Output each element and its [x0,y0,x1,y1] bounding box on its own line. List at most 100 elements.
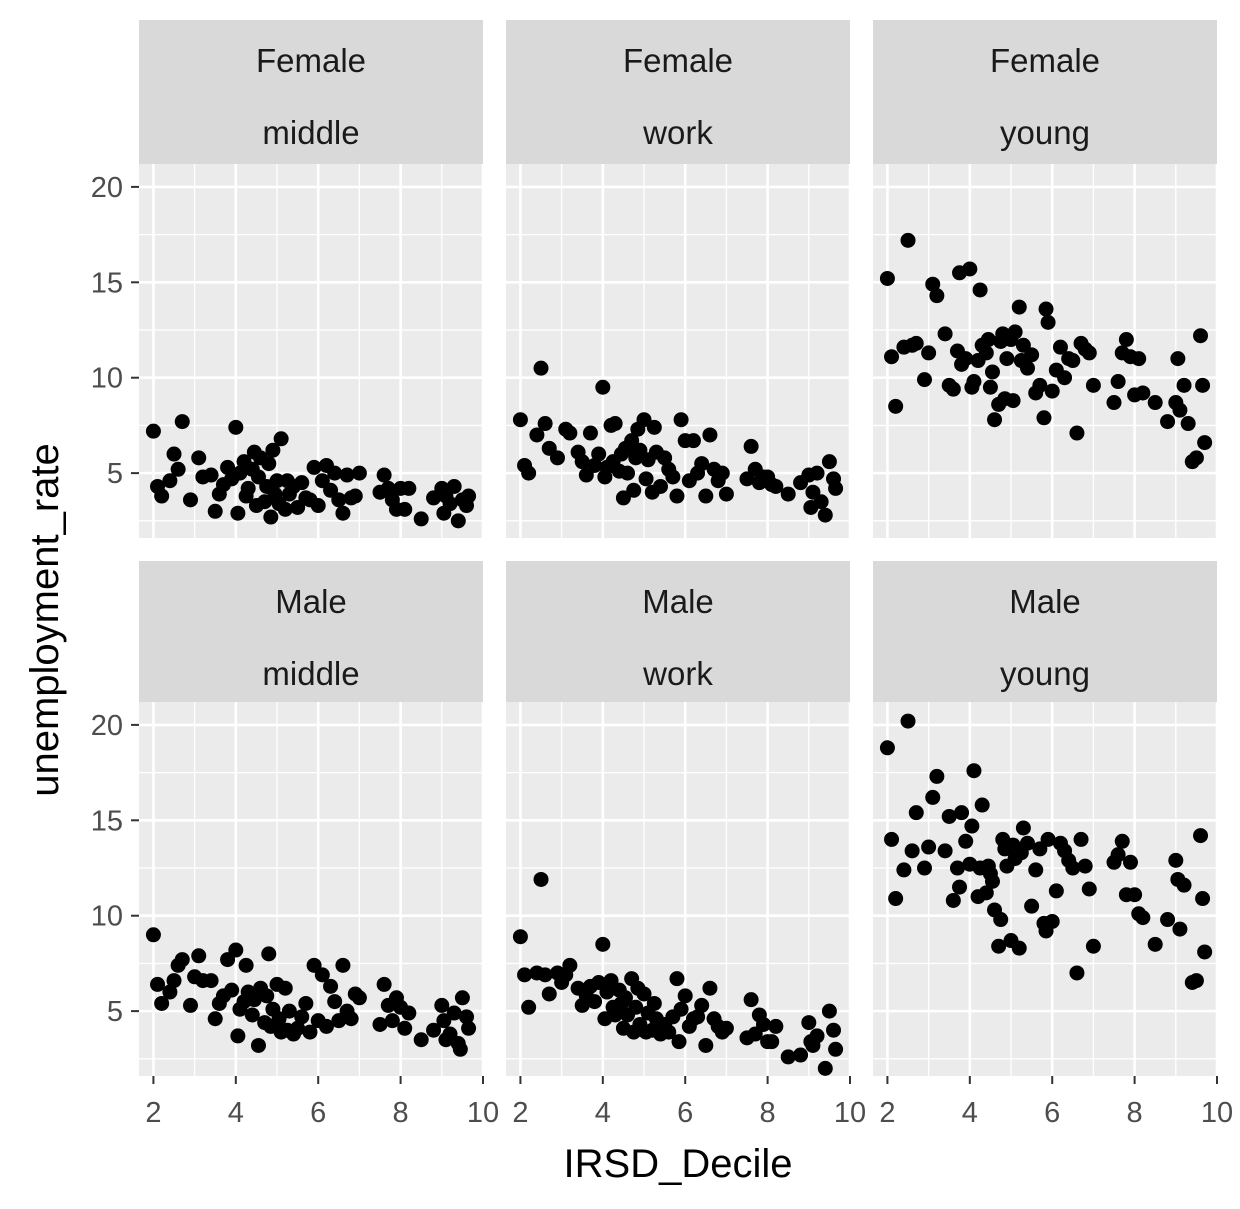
data-point [1131,351,1147,367]
data-point [1065,353,1081,369]
data-point [1147,936,1163,952]
data-point [250,1037,266,1053]
data-point [661,1024,677,1040]
data-point [1195,891,1211,907]
x-tick-label: 2 [879,1097,895,1129]
data-point [665,469,681,485]
data-point [1193,328,1209,344]
data-point [958,833,974,849]
data-point [331,492,347,508]
data-point [1005,393,1021,409]
data-point [1019,360,1035,376]
x-tick-label: 4 [962,1097,978,1129]
data-point [294,475,310,491]
y-tick-label: 5 [107,996,123,1028]
data-point [150,976,166,992]
y-tick-label: 10 [91,901,123,933]
data-point [949,860,965,876]
data-point [1160,414,1176,430]
data-point [1073,831,1089,847]
data-point [533,871,549,887]
data-point [145,927,161,943]
data-point [277,980,293,996]
data-point [587,457,603,473]
data-point [1040,314,1056,330]
data-point [945,892,961,908]
data-point [442,496,458,512]
data-point [1024,347,1040,363]
facet-panel-male-work: Male work [506,561,852,1076]
data-point [646,419,662,435]
data-point [273,431,289,447]
facet-strip [139,20,483,164]
data-point [203,467,219,483]
data-point [351,465,367,481]
data-point [1135,910,1151,926]
x-tick-label: 8 [393,1097,409,1129]
facet-strip-label-col: middle [262,655,359,692]
data-point [339,467,355,483]
facet-panel-female-young: Female young [873,20,1219,538]
y-tick-label: 20 [91,710,123,742]
x-tick-label: 2 [145,1097,161,1129]
data-point [984,364,1000,380]
data-point [269,473,285,489]
data-point [380,480,396,496]
data-point [384,1013,400,1029]
data-point [166,973,182,989]
data-point [182,492,198,508]
data-point [220,459,236,475]
facet-panel-male-middle: Male middle [139,561,485,1076]
data-point [1188,450,1204,466]
data-point [261,456,277,472]
facet-strip [873,561,1217,702]
data-point [1081,345,1097,361]
data-point [1052,339,1068,355]
data-point [743,992,759,1008]
data-point [1069,965,1085,981]
data-point [987,412,1003,428]
data-point [954,805,970,821]
data-point [646,995,662,1011]
data-point [1085,938,1101,954]
facet-strip-label-row: Female [256,42,366,79]
data-point [327,994,343,1010]
data-point [982,379,998,395]
data-point [1170,351,1186,367]
facet-strip [873,20,1217,164]
data-point [925,789,941,805]
data-point [401,1005,417,1021]
data-point [964,818,980,834]
facet-strip-label-row: Female [623,42,733,79]
data-point [657,450,673,466]
data-point [1106,395,1122,411]
data-point [638,471,654,487]
data-point [929,288,945,304]
data-point [1195,377,1211,393]
panel-background [139,702,483,1076]
data-point [821,1003,837,1019]
data-point [191,948,207,964]
data-point [879,740,895,756]
y-tick-label: 15 [91,805,123,837]
data-point [372,1016,388,1032]
x-tick-label: 6 [677,1097,693,1129]
facet-strip-label-col: work [642,655,713,692]
data-point [1135,385,1151,401]
facet-strip-label-row: Female [990,42,1100,79]
data-point [984,873,1000,889]
data-point [1197,435,1213,451]
data-point [636,986,652,1002]
data-point [626,482,642,498]
data-point [952,879,968,895]
data-point [780,1049,796,1065]
data-point [718,486,734,502]
data-point [1032,377,1048,393]
data-point [240,480,256,496]
data-point [945,381,961,397]
data-point [265,442,281,458]
data-point [685,433,701,449]
data-point [669,488,685,504]
data-point [916,372,932,388]
